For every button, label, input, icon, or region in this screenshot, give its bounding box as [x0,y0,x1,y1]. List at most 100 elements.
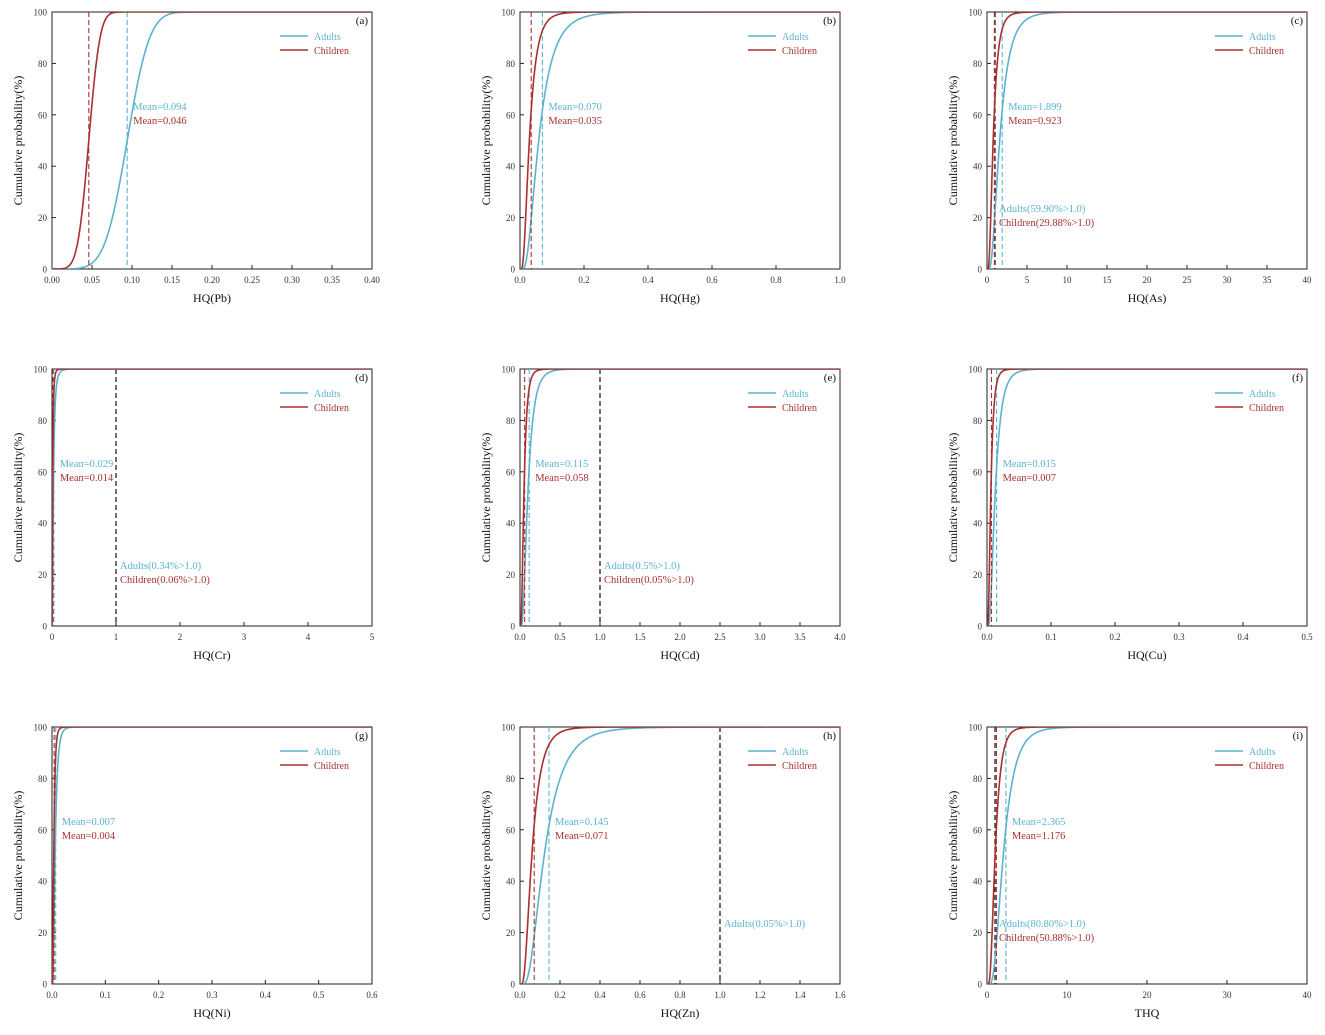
x-tick-label: 20 [1143,990,1153,1000]
x-tick-label: 0.0 [514,275,526,285]
mean-annotation-children: Mean=0.007 [1003,473,1056,484]
x-tick-label: 0.1 [1045,632,1056,642]
y-tick-label: 40 [506,877,516,887]
x-tick-label: 1.4 [794,990,806,1000]
x-tick-label: 0.6 [366,990,378,1000]
x-tick-label: 4.0 [834,632,846,642]
x-tick-label: 3.0 [754,632,766,642]
cdf-curve-children [520,369,840,626]
x-tick-label: 0.15 [164,275,180,285]
x-axis-label: HQ(Pb) [193,291,231,305]
x-tick-label: 25 [1183,275,1193,285]
x-tick-label: 0.35 [324,275,340,285]
x-tick-label: 40 [1303,990,1313,1000]
y-tick-label: 0 [511,265,516,275]
y-tick-label: 40 [973,519,983,529]
x-tick-label: 4 [306,632,311,642]
x-tick-label: 0.4 [594,990,606,1000]
x-tick-label: 3.5 [794,632,806,642]
exceedance-annotation-children: Children(50.88%>1.0) [999,933,1095,944]
panel-label: (i) [1293,730,1304,742]
y-axis-label: Cumulative probability(%) [11,433,25,563]
y-tick-label: 60 [506,825,516,835]
x-tick-label: 0.3 [206,990,218,1000]
y-tick-label: 0 [43,980,48,990]
y-tick-label: 20 [973,213,983,223]
legend-label-children: Children [782,761,817,772]
chart-panel: 0 20 40 60 80 100 0.0 0.1 0.2 0.3 0.4 0.5 HQ(Cu) Cumu… [946,365,1313,663]
x-axis-label: HQ(Cr) [193,648,230,662]
x-tick-label: 0.2 [153,990,164,1000]
y-tick-label: 0 [43,622,48,632]
x-tick-label: 0.0 [46,990,58,1000]
x-tick-label: 40 [1303,275,1313,285]
y-tick-label: 80 [38,774,48,784]
x-tick-label: 0 [985,275,990,285]
x-tick-label: 1.0 [714,990,726,1000]
y-tick-label: 40 [38,877,48,887]
y-tick-label: 100 [969,8,983,18]
x-tick-label: 20 [1143,275,1153,285]
y-tick-label: 40 [38,162,48,172]
y-tick-label: 100 [34,8,48,18]
chart-panel: 0 20 40 60 80 100 0 1 2 3 4 5 HQ(Cr) Cumulative proba… [11,365,375,663]
y-tick-label: 0 [511,622,516,632]
y-tick-label: 20 [38,570,48,580]
x-tick-label: 15 [1103,275,1113,285]
y-tick-label: 60 [38,825,48,835]
mean-annotation-children: Mean=0.046 [133,116,186,127]
x-tick-label: 0.0 [514,990,526,1000]
exceedance-annotation-children: Children(29.88%>1.0) [999,218,1095,229]
legend: Adults Children [280,389,349,414]
y-axis-label: Cumulative probability(%) [479,76,493,206]
y-tick-label: 80 [973,59,983,69]
y-tick-label: 60 [973,825,983,835]
mean-annotation-children: Mean=0.923 [1008,116,1061,127]
y-tick-label: 40 [506,519,516,529]
panel-label: (e) [824,372,837,384]
chart-panel: 0 20 40 60 80 100 0 5 10 15 20 25 30 35 40 HQ(As) Cumula… [946,8,1313,306]
x-tick-label: 1.0 [594,632,606,642]
y-tick-label: 20 [506,570,516,580]
x-tick-label: 0.2 [578,275,589,285]
x-tick-label: 10 [1063,990,1073,1000]
x-tick-label: 0.25 [244,275,260,285]
y-tick-label: 40 [973,162,983,172]
legend: Adults Children [280,747,349,772]
legend: Adults Children [1215,747,1284,772]
cdf-curve-children [52,12,372,269]
y-tick-label: 20 [973,570,983,580]
mean-annotation-adults: Mean=2.365 [1012,817,1065,828]
mean-annotation-children: Mean=0.035 [548,116,601,127]
y-tick-label: 0 [43,265,48,275]
x-tick-label: 3 [242,632,247,642]
x-tick-label: 0.4 [260,990,272,1000]
panel-label: (d) [355,372,368,384]
legend: Adults Children [748,32,817,57]
x-tick-label: 0.00 [44,275,60,285]
y-axis-label: Cumulative probability(%) [946,791,960,921]
chart-panel: 0 20 40 60 80 100 0.0 0.1 0.2 0.3 0.4 0.5 0.6 HQ(Ni) C… [11,723,378,1021]
legend-label-adults: Adults [782,389,809,400]
x-tick-label: 5 [370,632,375,642]
y-tick-label: 20 [506,213,516,223]
legend: Adults Children [748,389,817,414]
y-tick-label: 0 [511,980,516,990]
exceedance-annotation-adults: Adults(0.05%>1.0) [724,919,806,930]
chart-panel: 0 20 40 60 80 100 0.0 0.2 0.4 0.6 0.8 1.0 1.2 1.4 1.6 H… [479,723,846,1021]
panel-label: (c) [1291,15,1304,27]
x-tick-label: 10 [1063,275,1073,285]
x-tick-label: 0 [985,990,990,1000]
exceedance-annotation-children: Children(0.06%>1.0) [120,575,210,586]
legend-label-children: Children [314,46,349,57]
x-axis-label: HQ(Ni) [193,1006,230,1020]
cdf-curve-children [987,369,1307,626]
y-axis-label: Cumulative probability(%) [946,433,960,563]
exceedance-annotation-adults: Adults(59.90%>1.0) [999,204,1086,215]
x-tick-label: 0.2 [1109,632,1120,642]
x-tick-label: 0.8 [770,275,782,285]
legend-label-children: Children [314,761,349,772]
chart-panel: 0 20 40 60 80 100 0.0 0.2 0.4 0.6 0.8 1.0 HQ(Hg) Cumu… [479,8,846,306]
x-tick-label: 0.10 [124,275,140,285]
x-tick-label: 0.1 [100,990,111,1000]
